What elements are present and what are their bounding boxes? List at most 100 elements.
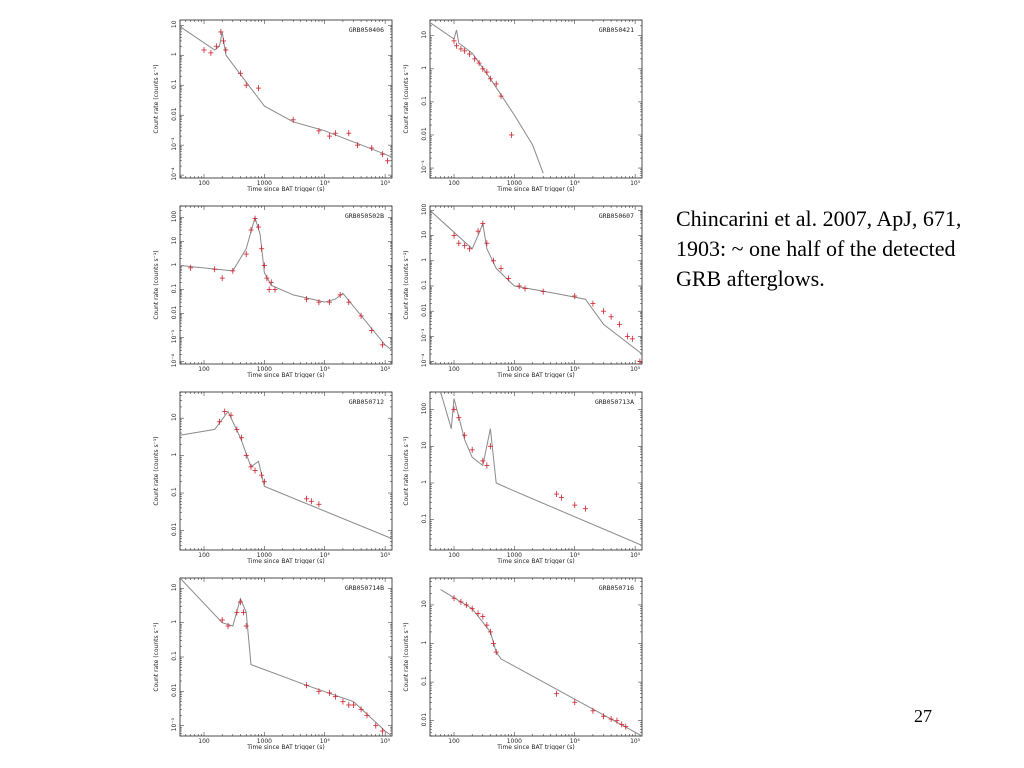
- data-point: [230, 267, 236, 274]
- data-point: [572, 502, 578, 509]
- x-tick-label: 10⁴: [570, 552, 581, 559]
- chart-panel-grb050421: 100 1000 10⁴ 10⁵ 10 1 0.1 0.01 10⁻³ Time since BA…: [400, 16, 646, 192]
- y-tick-label: 0.1: [421, 280, 428, 290]
- data-point: [522, 285, 528, 292]
- x-axis-label: Time since BAT trigger (s): [496, 558, 574, 564]
- y-tick-label: 10: [421, 441, 428, 449]
- data-point: [220, 37, 226, 44]
- data-point: [619, 721, 625, 728]
- model-fit-line: [180, 215, 392, 351]
- y-tick-label: 10⁻³: [171, 329, 178, 343]
- data-point: [379, 727, 385, 734]
- light-curve-chart: 100 1000 10⁴ 10⁵ 10 1 0.1 0.01 Time since BAT tr…: [403, 577, 643, 750]
- data-point: [259, 245, 265, 252]
- y-tick-label: 10: [171, 237, 178, 245]
- x-tick-label: 1000: [507, 180, 522, 187]
- data-point: [462, 432, 468, 439]
- light-curve-chart: 100 1000 10⁴ 10⁵ 10 1 0.1 0.01 10⁻³ Time since BA…: [403, 19, 643, 192]
- x-tick-label: 10⁴: [320, 552, 331, 559]
- light-curve-chart: 100 1000 10⁴ 10⁵ 10 1 0.1 0.01 10⁻³ 10⁻⁴ Time sinc…: [153, 19, 393, 192]
- y-tick-label: 10: [171, 583, 178, 591]
- data-point: [201, 46, 207, 53]
- chart-panel-grb050406: 100 1000 10⁴ 10⁵ 10 1 0.1 0.01 10⁻³ 10⁻⁴ Time sinc…: [150, 16, 396, 192]
- data-point: [463, 601, 469, 608]
- data-point: [487, 628, 493, 635]
- page-number: 27: [914, 706, 932, 726]
- data-point: [272, 286, 278, 293]
- data-point: [252, 215, 258, 222]
- data-point: [266, 286, 272, 293]
- data-point: [358, 706, 364, 713]
- data-point: [572, 699, 578, 706]
- data-point: [487, 443, 493, 450]
- data-point: [582, 505, 588, 512]
- y-tick-label: 100: [171, 211, 178, 223]
- model-fit-line: [180, 410, 392, 540]
- x-tick-label: 1000: [257, 738, 272, 745]
- data-point: [308, 498, 314, 505]
- y-tick-label: 10⁻³: [171, 137, 178, 151]
- data-point: [554, 690, 560, 697]
- data-point: [458, 45, 464, 52]
- data-point: [337, 291, 343, 298]
- data-point: [327, 133, 333, 140]
- data-point: [358, 312, 364, 319]
- x-tick-label: 10⁵: [630, 738, 641, 745]
- data-point: [218, 28, 224, 35]
- data-point: [601, 308, 607, 315]
- data-point: [243, 82, 249, 89]
- y-tick-label: 10: [421, 31, 428, 39]
- y-tick-label: 10: [171, 20, 178, 28]
- y-tick-label: 100: [421, 403, 428, 415]
- x-tick-label: 100: [448, 738, 460, 745]
- model-fit-line: [440, 392, 642, 546]
- y-tick-label: 1: [421, 640, 428, 644]
- chart-title: GRB050712: [349, 398, 384, 406]
- data-point: [212, 266, 218, 273]
- data-point: [625, 333, 631, 340]
- x-tick-label: 1000: [257, 366, 272, 373]
- data-point: [261, 478, 267, 485]
- data-point: [476, 60, 482, 67]
- data-point: [248, 227, 254, 234]
- data-point: [623, 723, 629, 730]
- data-point: [222, 408, 228, 415]
- y-tick-label: 0.1: [171, 284, 178, 294]
- data-point: [462, 242, 468, 249]
- y-tick-label: 1: [421, 258, 428, 262]
- y-tick-label: 0.1: [421, 676, 428, 686]
- chart-panel-grb050712: 100 1000 10⁴ 10⁵ 10 1 0.1 0.01 Time since BAT tr…: [150, 388, 396, 564]
- data-point: [327, 689, 333, 696]
- chart-panel-grb050713a: 100 1000 10⁴ 10⁵ 100 10 1 0.1 Time since BAT tri…: [400, 388, 646, 564]
- data-point: [458, 598, 464, 605]
- chart-panel-grb050607: 100 1000 10⁴ 10⁵ 100 10 1 0.1 0.01 10⁻³ 10⁻⁴ Time s…: [400, 202, 646, 378]
- data-point: [304, 682, 310, 689]
- data-point: [223, 46, 229, 53]
- y-tick-label: 1: [171, 452, 178, 456]
- model-fit-line: [430, 210, 642, 355]
- x-axis-label: Time since BAT trigger (s): [246, 186, 324, 192]
- y-tick-label: 0.1: [171, 487, 178, 497]
- data-point: [456, 414, 462, 421]
- x-tick-label: 1000: [507, 552, 522, 559]
- y-tick-label: 10⁻³: [171, 717, 178, 731]
- light-curve-chart: 100 1000 10⁴ 10⁵ 100 10 1 0.1 0.01 10⁻³ 10⁻⁴ Time s…: [403, 204, 643, 378]
- x-axis-label: Time since BAT trigger (s): [246, 558, 324, 564]
- data-point: [608, 313, 614, 320]
- y-axis-label: Count rate (counts s⁻¹): [153, 250, 160, 319]
- data-point: [351, 701, 357, 708]
- data-point: [268, 279, 274, 286]
- data-point: [493, 80, 499, 87]
- y-tick-label: 10⁻³: [421, 328, 428, 342]
- data-point: [316, 688, 322, 695]
- model-fit-line: [430, 22, 544, 174]
- x-tick-label: 10⁵: [630, 552, 641, 559]
- plot-frame: [429, 19, 643, 179]
- y-axis-label: Count rate (counts s⁻¹): [153, 622, 160, 691]
- x-tick-label: 1000: [257, 552, 272, 559]
- data-point: [225, 622, 231, 629]
- data-point: [540, 288, 546, 295]
- chart-panel-grb050502b: 100 1000 10⁴ 10⁵ 100 10 1 0.1 0.01 10⁻³ 10⁻⁴ Time s…: [150, 202, 396, 378]
- data-point: [304, 296, 310, 303]
- x-tick-label: 100: [448, 366, 460, 373]
